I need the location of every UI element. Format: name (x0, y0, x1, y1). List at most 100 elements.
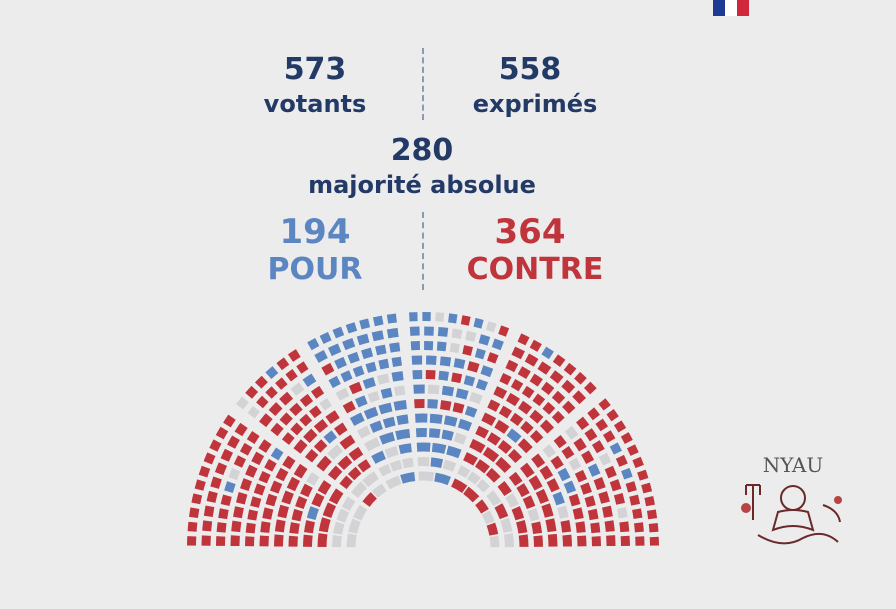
seat (385, 475, 402, 490)
seat (473, 317, 484, 329)
seat (609, 442, 622, 455)
seat (336, 508, 350, 523)
seat (295, 496, 308, 510)
seat (480, 365, 494, 378)
seat (460, 315, 471, 326)
seat (506, 428, 522, 444)
seat (348, 446, 364, 462)
seat (499, 373, 512, 386)
seat (521, 385, 535, 399)
seat (520, 462, 535, 478)
seat (274, 534, 284, 547)
top-divider (422, 48, 424, 120)
seat (494, 419, 510, 434)
seat (274, 519, 286, 533)
seat (602, 430, 616, 443)
seat (634, 522, 644, 533)
watermark-text: NYAU (763, 453, 823, 477)
seat (231, 520, 242, 533)
seat (516, 520, 528, 534)
seat (451, 328, 463, 339)
seat (510, 378, 524, 392)
seat (384, 445, 399, 459)
seat (431, 442, 447, 454)
seat (288, 535, 298, 547)
seat (401, 457, 414, 469)
seat (489, 535, 500, 548)
seat (587, 508, 599, 521)
seat (552, 354, 566, 367)
seat (595, 418, 609, 432)
seat (505, 493, 519, 508)
exprimes-count: 558 (498, 52, 562, 87)
seat (251, 451, 265, 466)
bottom-divider (422, 212, 424, 290)
seat (398, 443, 412, 455)
seat (395, 428, 411, 440)
seat (378, 463, 392, 477)
seat (389, 459, 403, 472)
seat (626, 444, 639, 456)
seat (457, 418, 473, 432)
seat (279, 391, 294, 406)
seat (302, 373, 317, 387)
seat (371, 483, 387, 498)
seat (467, 471, 481, 485)
seat (497, 439, 512, 454)
seat (246, 431, 260, 444)
seat (287, 349, 301, 362)
seat (319, 331, 332, 344)
seat (223, 414, 236, 428)
seat (491, 338, 504, 351)
seat (304, 520, 315, 534)
seat (449, 342, 460, 354)
seat (279, 412, 293, 426)
seat (216, 522, 227, 533)
seat (609, 479, 622, 492)
seat (376, 373, 390, 385)
seat (539, 465, 554, 480)
seat (247, 405, 260, 419)
seat (475, 425, 489, 439)
seat (495, 456, 512, 473)
seat (327, 465, 343, 481)
seat (304, 448, 319, 463)
seat (430, 457, 444, 469)
seat (442, 459, 457, 472)
seat (202, 520, 213, 532)
seat (568, 457, 582, 471)
seat (239, 442, 253, 456)
seat (245, 522, 256, 534)
seat (561, 446, 575, 460)
seat (382, 416, 396, 429)
seat (228, 467, 241, 481)
seat (234, 422, 248, 437)
seat (641, 482, 653, 494)
seat (577, 535, 587, 547)
seat (557, 505, 569, 519)
seat (478, 334, 491, 346)
seat (580, 482, 592, 495)
seat (583, 381, 597, 395)
seat (363, 406, 379, 420)
seat (474, 459, 490, 474)
seat (553, 435, 567, 449)
seat (527, 508, 540, 522)
seat (517, 400, 533, 415)
seat (309, 405, 322, 419)
seat (551, 410, 565, 424)
seat (560, 520, 572, 533)
french-flag-icon (713, 0, 749, 16)
seat (367, 390, 380, 403)
pour-label: POUR (267, 252, 363, 287)
seat (299, 413, 313, 427)
seat (334, 356, 347, 370)
seat (476, 478, 491, 493)
seat (617, 507, 628, 519)
seat (509, 412, 524, 426)
seat (529, 409, 544, 424)
seat (598, 491, 610, 504)
seat (256, 395, 269, 409)
seat (541, 381, 555, 395)
seat (644, 496, 655, 507)
